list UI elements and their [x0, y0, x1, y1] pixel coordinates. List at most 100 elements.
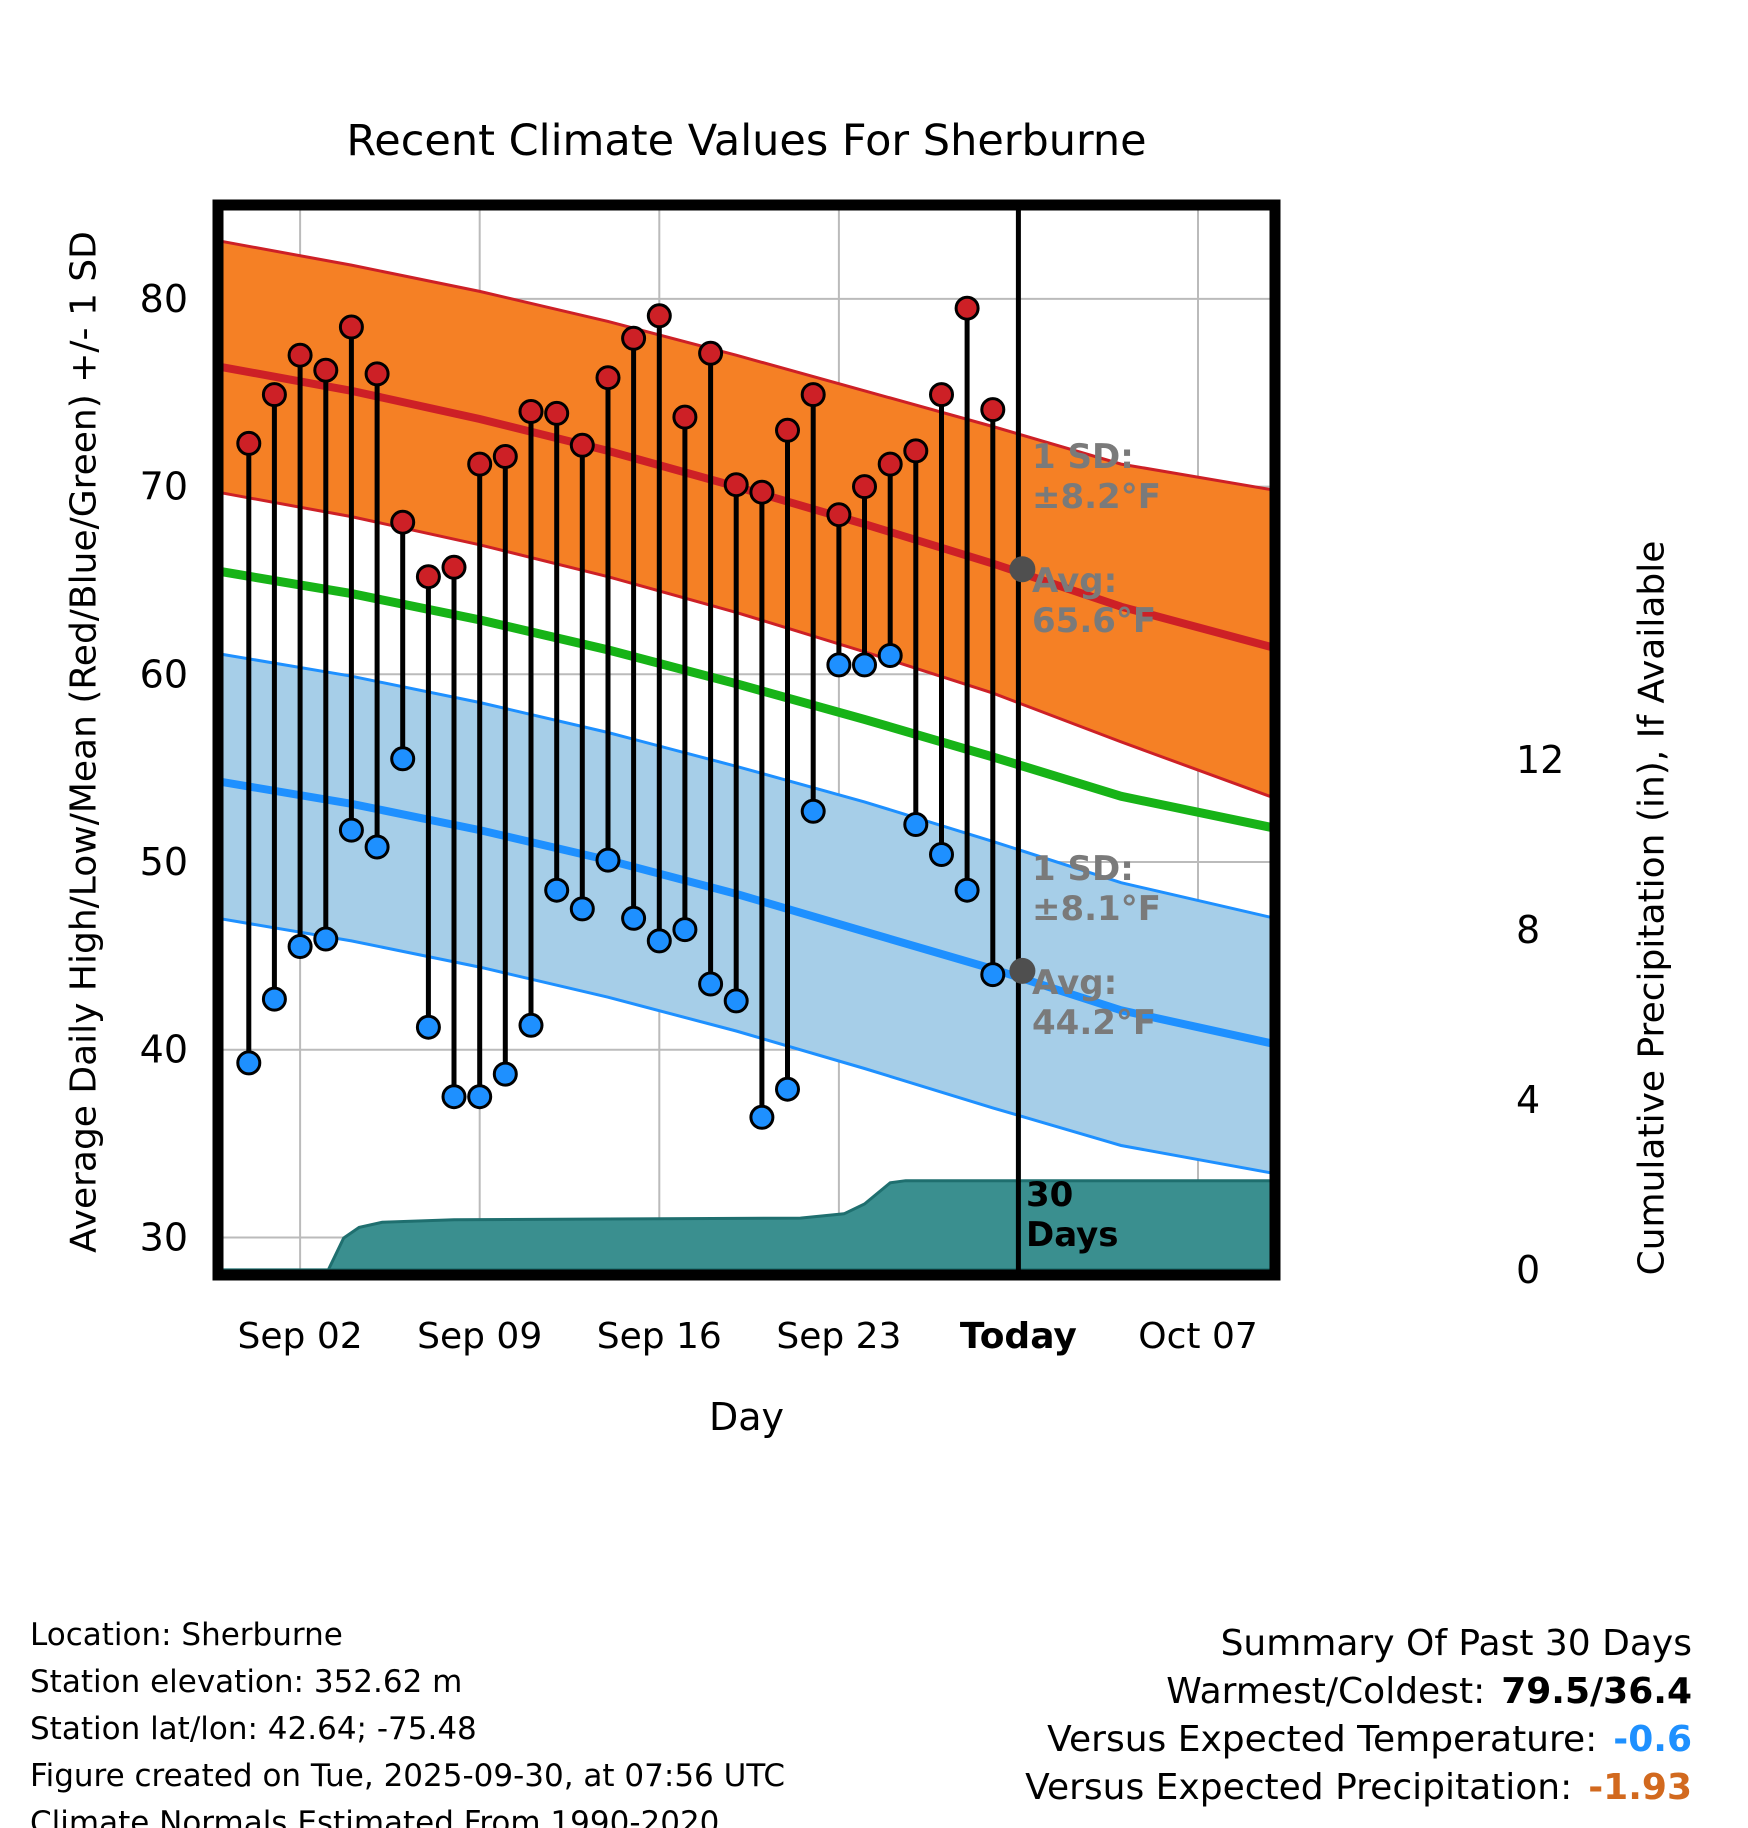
- daily-low-dot: [646, 928, 672, 954]
- x-axis-label: Day: [708, 1395, 785, 1439]
- summary-row-vs-temperature: Versus Expected Temperature: -0.6: [1025, 1716, 1692, 1764]
- daily-high-dot: [261, 382, 287, 408]
- summary-panel: Summary Of Past 30 Days Warmest/Coldest:…: [1025, 1620, 1692, 1812]
- daily-high-dot: [698, 340, 724, 366]
- climate-normals-note: Climate Normals Estimated From 1990-2020: [30, 1805, 720, 1828]
- daily-low-dot: [903, 812, 929, 837]
- figure-created: Figure created on Tue, 2025-09-30, at 07…: [30, 1758, 786, 1794]
- annotation-high-sd: 1 SD:: [1032, 437, 1134, 477]
- summary-row-warmest-coldest: Warmest/Coldest: 79.5/36.4: [1025, 1668, 1692, 1716]
- high-band-fill: [218, 240, 1275, 799]
- summary-title: Summary Of Past 30 Days: [1220, 1623, 1692, 1664]
- daily-low-dot: [364, 834, 390, 860]
- daily-low-dot: [236, 1050, 262, 1076]
- daily-high-dot: [954, 295, 980, 321]
- daily-low-dot: [852, 652, 877, 678]
- x-tick-label: Oct 07: [1138, 1316, 1258, 1357]
- summary-label-2: Versus Expected Precipitation:: [1025, 1767, 1573, 1808]
- annotation-low-avg: 44.2°F: [1032, 1003, 1156, 1043]
- station-info: Location: Sherburne Station elevation: 3…: [30, 1612, 785, 1828]
- high-avg-marker: [1009, 556, 1036, 583]
- plot-border: [212, 199, 1281, 1281]
- y-left-tick-label: 50: [140, 840, 188, 884]
- daily-high-dot: [236, 430, 262, 456]
- daily-high-dot: [467, 451, 493, 477]
- annotation-high-avg: 65.6°F: [1032, 601, 1156, 641]
- daily-low-dot: [492, 1061, 518, 1087]
- daily-high-dot: [390, 509, 416, 535]
- y-left-tick-label: 30: [140, 1216, 188, 1260]
- x-tick-label: Sep 02: [238, 1316, 363, 1357]
- station-elevation: Station elevation: 352.62 m: [30, 1664, 463, 1700]
- annotation-low-sd: 1 SD:: [1032, 849, 1134, 889]
- annotation-low-avg: Avg:: [1032, 963, 1117, 1003]
- daily-low-dot: [826, 652, 852, 678]
- x-tick-label: Sep 16: [597, 1316, 722, 1357]
- y-right-tick-label: 8: [1516, 908, 1540, 952]
- daily-high-dot: [749, 479, 775, 505]
- daily-low-dot: [980, 962, 1006, 988]
- daily-low-dot: [441, 1084, 467, 1110]
- summary-value-0: 79.5/36.4: [1501, 1671, 1692, 1712]
- y-left-tick-label: 80: [140, 277, 188, 321]
- y-right-tick-label: 0: [1516, 1248, 1540, 1292]
- daily-low-dot: [749, 1104, 775, 1130]
- daily-high-dot: [929, 382, 954, 408]
- x-tick-label: Today: [960, 1316, 1077, 1357]
- chart-title: Recent Climate Values For Sherburne: [346, 116, 1147, 166]
- daily-high-dot: [338, 314, 364, 340]
- precip-area: [218, 1179, 1277, 1272]
- daily-low-dot: [621, 905, 647, 931]
- daily-high-dot: [441, 554, 467, 580]
- summary-label-1: Versus Expected Temperature:: [1047, 1719, 1598, 1760]
- station-location: Location: Sherburne: [30, 1617, 343, 1653]
- low-band-bottom-edge: [217, 916, 1276, 1176]
- daily-high-dot: [492, 444, 518, 469]
- daily-low-dot: [338, 817, 364, 843]
- x-tick-label: Sep 09: [417, 1316, 542, 1357]
- low-band-fill: [218, 653, 1275, 1174]
- y-left-tick-label: 40: [140, 1028, 188, 1072]
- y-left-tick-label: 60: [140, 652, 188, 696]
- daily-high-dot: [877, 451, 903, 477]
- daily-low-dot: [261, 986, 287, 1012]
- summary-label-0: Warmest/Coldest:: [1166, 1671, 1486, 1712]
- annotation-high-sd: ±8.2°F: [1032, 477, 1161, 517]
- low-avg-marker: [1009, 957, 1036, 984]
- daily-low-dot: [954, 877, 980, 903]
- y-right-tick-label: 4: [1516, 1078, 1540, 1122]
- annotation-low-sd: ±8.1°F: [1032, 889, 1161, 929]
- high-band-top-edge: [217, 239, 1276, 492]
- daily-low-dot: [723, 988, 749, 1014]
- annotation-period: 30: [1026, 1175, 1073, 1215]
- daily-low-dot: [313, 926, 339, 952]
- daily-low-dot: [518, 1012, 544, 1038]
- daily-high-dot: [544, 400, 570, 426]
- daily-low-dot: [569, 896, 595, 922]
- daily-low-dot: [929, 842, 954, 867]
- tick-labels: Sep 02 Sep 09 Sep 16 Sep 23 Today Oct 0730405…: [140, 277, 1565, 1357]
- daily-low-dot: [877, 643, 903, 668]
- daily-high-dot: [313, 357, 339, 383]
- daily-low-dot: [415, 1014, 441, 1040]
- daily-low-dot: [544, 877, 570, 903]
- y-axis-label-right: Cumulative Precipitation (in), If Availa…: [1631, 540, 1673, 1276]
- x-tick-label: Sep 23: [776, 1316, 901, 1357]
- daily-low-dot: [698, 971, 724, 997]
- daily-high-dot: [415, 564, 441, 590]
- daily-high-dot: [980, 397, 1006, 423]
- daily-high-dot: [775, 417, 800, 443]
- y-axis-label-left: Average Daily High/Low/Mean (Red/Blue/Gr…: [63, 231, 105, 1253]
- summary-value-2: -1.93: [1588, 1767, 1692, 1808]
- daily-high-dot: [518, 399, 544, 424]
- daily-low-dot: [595, 847, 621, 873]
- daily-high-dot: [621, 325, 647, 351]
- y-right-tick-label: 12: [1516, 738, 1564, 782]
- daily-high-dot: [364, 361, 390, 387]
- daily-low-dot: [287, 934, 313, 959]
- daily-high-dot: [800, 382, 826, 408]
- y-left-tick-label: 70: [140, 465, 188, 509]
- summary-row-vs-precipitation: Versus Expected Precipitation: -1.93: [1025, 1764, 1692, 1812]
